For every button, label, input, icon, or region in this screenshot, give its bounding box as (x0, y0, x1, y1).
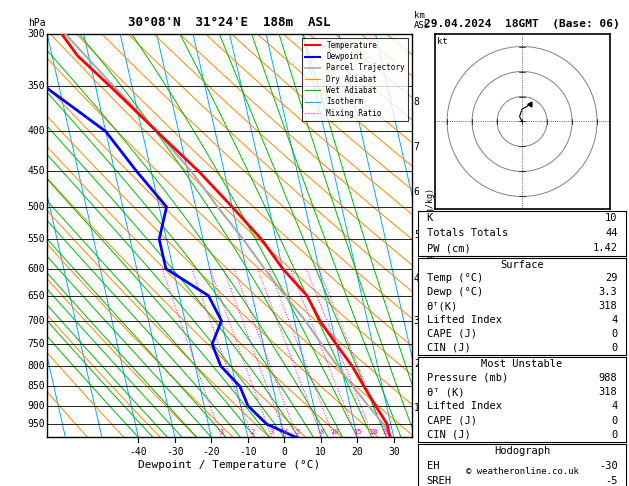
Text: 30: 30 (388, 448, 399, 457)
Text: CAPE (J): CAPE (J) (426, 329, 477, 339)
Text: EH: EH (426, 461, 439, 471)
Text: 30°08'N  31°24'E  188m  ASL: 30°08'N 31°24'E 188m ASL (128, 16, 331, 29)
Text: 7: 7 (414, 142, 420, 152)
Text: 4: 4 (414, 274, 420, 284)
Text: CIN (J): CIN (J) (426, 430, 470, 440)
Text: 2: 2 (250, 430, 255, 435)
Text: © weatheronline.co.uk: © weatheronline.co.uk (465, 467, 579, 476)
Text: 400: 400 (28, 126, 45, 137)
Text: 700: 700 (28, 316, 45, 326)
Text: CAPE (J): CAPE (J) (426, 416, 477, 426)
Text: 800: 800 (28, 361, 45, 371)
Text: 550: 550 (28, 234, 45, 244)
Text: Surface: Surface (500, 260, 544, 270)
Text: -30: -30 (599, 461, 618, 471)
Text: 20: 20 (369, 430, 378, 435)
Text: 1: 1 (414, 403, 420, 414)
Text: 10: 10 (605, 213, 618, 224)
Text: 10: 10 (315, 448, 326, 457)
Text: 44: 44 (605, 228, 618, 238)
Text: 0: 0 (611, 416, 618, 426)
Text: 4: 4 (611, 315, 618, 325)
Text: 650: 650 (28, 291, 45, 301)
Text: 850: 850 (28, 382, 45, 392)
Text: SREH: SREH (426, 476, 452, 486)
Text: Temp (°C): Temp (°C) (426, 274, 483, 283)
Text: θᵀ(K): θᵀ(K) (426, 301, 458, 311)
Text: 3: 3 (270, 430, 274, 435)
Text: 1: 1 (219, 430, 223, 435)
Text: 2: 2 (414, 359, 420, 369)
Text: -5: -5 (605, 476, 618, 486)
Text: 4: 4 (611, 401, 618, 411)
Text: 10: 10 (330, 430, 338, 435)
Text: 3.3: 3.3 (599, 287, 618, 297)
Text: 3: 3 (414, 316, 420, 326)
Text: 29.04.2024  18GMT  (Base: 06): 29.04.2024 18GMT (Base: 06) (424, 19, 620, 29)
Text: 8: 8 (320, 430, 324, 435)
Text: 25: 25 (383, 430, 391, 435)
Text: K: K (426, 213, 433, 224)
Text: 4: 4 (284, 430, 288, 435)
Text: 318: 318 (599, 387, 618, 397)
Text: θᵀ (K): θᵀ (K) (426, 387, 464, 397)
Text: 0: 0 (611, 329, 618, 339)
Text: 500: 500 (28, 202, 45, 212)
Text: 5: 5 (295, 430, 299, 435)
Text: 750: 750 (28, 339, 45, 349)
Text: Dewp (°C): Dewp (°C) (426, 287, 483, 297)
Text: -40: -40 (130, 448, 147, 457)
Text: 318: 318 (599, 301, 618, 311)
Text: Mixing Ratio (g/kg): Mixing Ratio (g/kg) (426, 188, 435, 283)
Text: 0: 0 (281, 448, 287, 457)
Text: 0: 0 (611, 343, 618, 353)
Text: Most Unstable: Most Unstable (481, 359, 563, 369)
Text: 900: 900 (28, 401, 45, 411)
Text: Hodograph: Hodograph (494, 446, 550, 456)
Text: 988: 988 (599, 373, 618, 383)
Text: hPa: hPa (28, 18, 45, 28)
Text: 450: 450 (28, 166, 45, 176)
Text: km
ASL: km ASL (414, 11, 430, 30)
Text: -10: -10 (239, 448, 257, 457)
Text: 6: 6 (414, 187, 420, 197)
Text: Lifted Index: Lifted Index (426, 401, 501, 411)
Text: 20: 20 (352, 448, 363, 457)
Text: Totals Totals: Totals Totals (426, 228, 508, 238)
Text: 600: 600 (28, 263, 45, 274)
Text: 0: 0 (611, 430, 618, 440)
Text: 5: 5 (414, 230, 420, 241)
Text: 300: 300 (28, 29, 45, 39)
Text: 8: 8 (414, 97, 420, 107)
Text: PW (cm): PW (cm) (426, 243, 470, 253)
Text: Lifted Index: Lifted Index (426, 315, 501, 325)
Text: -30: -30 (166, 448, 184, 457)
Text: Pressure (mb): Pressure (mb) (426, 373, 508, 383)
Text: CIN (J): CIN (J) (426, 343, 470, 353)
Text: kt: kt (437, 36, 448, 46)
Text: Dewpoint / Temperature (°C): Dewpoint / Temperature (°C) (138, 460, 321, 469)
Text: 350: 350 (28, 81, 45, 91)
Text: 1.42: 1.42 (593, 243, 618, 253)
Text: -20: -20 (203, 448, 220, 457)
Text: 15: 15 (353, 430, 361, 435)
Text: 29: 29 (605, 274, 618, 283)
Text: 950: 950 (28, 419, 45, 429)
Legend: Temperature, Dewpoint, Parcel Trajectory, Dry Adiabat, Wet Adiabat, Isotherm, Mi: Temperature, Dewpoint, Parcel Trajectory… (302, 38, 408, 121)
